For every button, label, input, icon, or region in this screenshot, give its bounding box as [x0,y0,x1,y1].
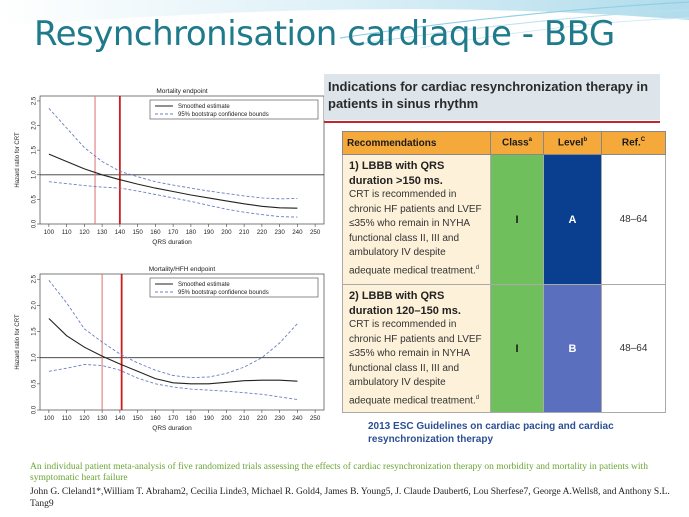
class-cell: I [490,283,544,414]
x-tick-label: 210 [239,415,250,422]
y-tick-label: 0.0 [32,219,38,228]
decorative-swoosh [0,0,689,49]
study-authors: John G. Cleland1*,William T. Abraham2, C… [30,487,670,509]
table-row: 1) LBBB with QRS duration >150 ms. CRT i… [342,154,666,285]
x-tick-label: 250 [310,415,321,422]
x-tick-label: 180 [186,229,197,236]
study-title: An individual patient meta-analysis of f… [30,462,648,483]
ref-cell: 48–64 [601,154,666,285]
y-tick-label: 1.5 [32,145,38,154]
x-tick-label: 170 [168,229,179,236]
recommendation-text: CRT is recommended in chronic HF patient… [349,319,482,406]
col-ref: Ref.C [601,131,666,155]
x-tick-label: 140 [115,229,126,236]
smoothed-estimate-line [48,153,298,209]
recommendation-text: CRT is recommended in chronic HF patient… [349,189,482,276]
legend-entry: Smoothed estimate [178,104,230,110]
plot-frame [39,273,325,411]
confidence-bound-line [48,364,298,400]
confidence-bound-line [48,280,298,379]
recommendation-table: Recommendations Classa Levelb Ref.C 1) L… [342,131,666,414]
x-tick-label: 230 [274,229,285,236]
y-tick-label: 0.5 [32,379,38,388]
x-tick-label: 110 [62,415,72,422]
chart-title: Mortality endpoint [156,88,207,95]
mortality-hfh-chart: Mortality/HFH endpoint 100 110 120 130 140 150… [12,262,326,437]
y-axis-label: Hazard ratio for CRT [15,132,21,188]
col-class: Classa [490,131,544,155]
x-axis-label: QRS duration [152,239,192,246]
y-tick-label: 0.5 [32,195,38,204]
y-tick-label: 2.5 [32,96,38,105]
plot-frame [39,95,325,225]
level-cell: A [543,154,602,285]
mortality-chart: Mortality endpoint 100 110 120 130 140 150 160 1… [12,84,326,262]
recommendation-heading: 1) LBBB with QRS duration >150 ms. [349,160,445,187]
level-cell: B [543,283,602,414]
confidence-bound-line [48,107,298,200]
confidence-bound-line [48,181,298,218]
y-tick-label: 1.5 [32,327,38,336]
y-tick-label: 0.0 [32,405,38,414]
guideline-header-divider [324,121,660,123]
recommendation-cell: 1) LBBB with QRS duration >150 ms. CRT i… [342,154,491,285]
recommendation-heading: 2) LBBB with QRS duration 120–150 ms. [349,290,461,317]
x-tick-label: 200 [221,229,232,236]
y-tick-label: 1.0 [32,353,38,362]
legend-box [149,277,319,298]
x-tick-label: 160 [150,229,161,236]
x-tick-label: 180 [186,415,197,422]
x-tick-label: 220 [257,415,268,422]
smoothed-estimate-line [48,318,298,385]
x-tick-label: 100 [44,415,55,422]
recommendation-cell: 2) LBBB with QRS duration 120–150 ms. CR… [342,283,491,414]
x-tick-label: 110 [62,229,72,236]
legend-box [149,99,319,120]
x-tick-label: 200 [221,415,232,422]
x-tick-label: 120 [79,229,90,236]
slide-title: Resynchronisation cardiaque - BBG [34,14,615,54]
ref-cell: 48–64 [601,283,666,414]
x-tick-label: 240 [292,229,303,236]
table-row: 2) LBBB with QRS duration 120–150 ms. CR… [342,283,666,414]
x-tick-label: 150 [132,415,143,422]
x-axis-label: QRS duration [152,425,192,432]
y-tick-label: 2.0 [32,301,38,310]
y-axis-label: Hazard ratio for CRT [15,314,21,370]
mortality-chart-svg: Mortality endpoint 100 110 120 130 140 150 160 1… [15,88,325,246]
x-tick-label: 100 [44,229,55,236]
guideline-header: Indications for cardiac resynchronizatio… [324,74,660,123]
x-tick-label: 190 [203,229,214,236]
x-tick-label: 170 [168,415,179,422]
x-tick-label: 150 [132,229,143,236]
x-tick-label: 210 [239,229,250,236]
legend-entry: 95% bootstrap confidence bounds [178,112,269,118]
chart-title: Mortality/HFH endpoint [149,266,216,273]
x-tick-label: 120 [79,415,90,422]
col-level: Levelb [543,131,602,155]
x-tick-label: 240 [292,415,303,422]
x-tick-label: 250 [310,229,321,236]
x-tick-label: 230 [274,415,285,422]
x-tick-label: 220 [257,229,268,236]
col-recommendations: Recommendations [342,131,491,155]
y-tick-label: 1.0 [32,170,38,179]
mortality-hfh-chart-svg: Mortality/HFH endpoint 100 110 120 130 140 150… [15,266,325,432]
legend-entry: Smoothed estimate [178,282,230,288]
x-tick-label: 160 [150,415,161,422]
guideline-caption: 2013 ESC Guidelines on cardiac pacing an… [368,421,614,445]
legend-entry: 95% bootstrap confidence bounds [178,290,269,296]
table-header-row: Recommendations Classa Levelb Ref.C [342,131,666,155]
x-tick-label: 130 [97,415,108,422]
x-tick-label: 140 [115,415,126,422]
x-tick-label: 130 [97,229,108,236]
class-cell: I [490,154,544,285]
guideline-header-text: Indications for cardiac resynchronizatio… [328,79,649,111]
x-tick-label: 190 [203,415,214,422]
y-tick-label: 2.0 [32,121,38,130]
y-tick-label: 2.5 [32,274,38,283]
